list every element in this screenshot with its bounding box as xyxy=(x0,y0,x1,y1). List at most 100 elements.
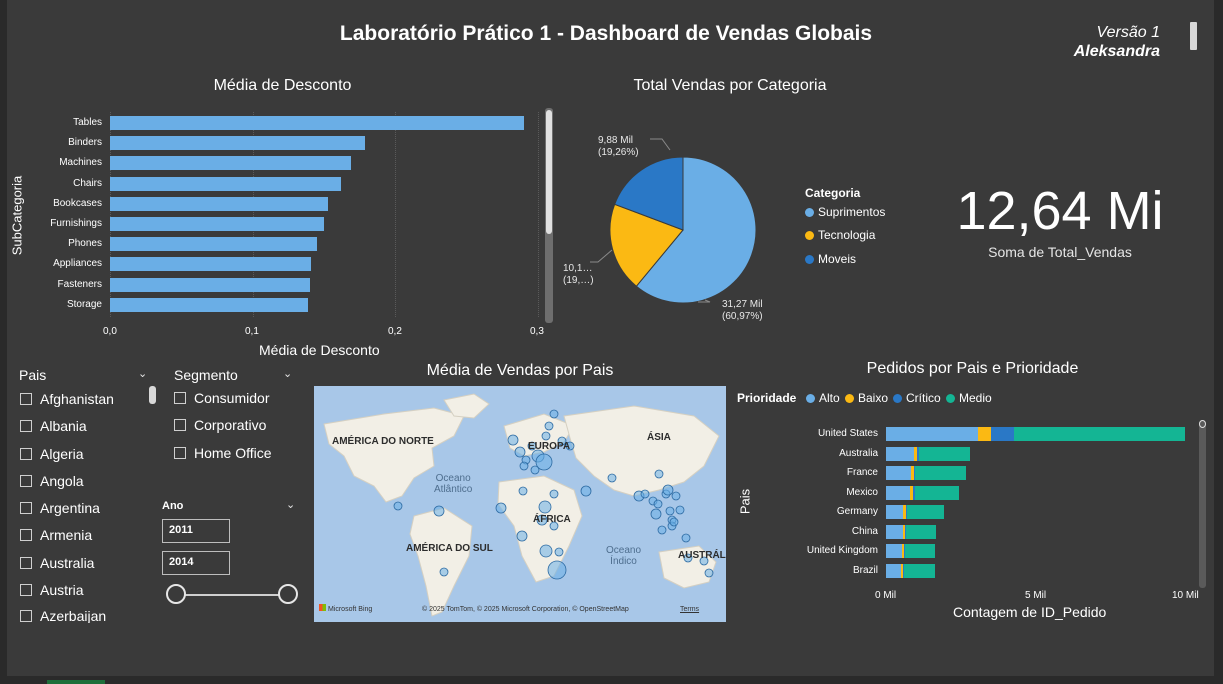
category-pie-chart[interactable] xyxy=(560,130,800,330)
page-scrollbar[interactable] xyxy=(1190,22,1197,50)
legend-item-medio[interactable]: Medio xyxy=(946,391,992,405)
discount-chart-scrollbar[interactable] xyxy=(545,108,553,323)
orders-segment-medio[interactable] xyxy=(904,544,935,558)
orders-segment-alto[interactable] xyxy=(886,505,904,519)
discount-bar[interactable] xyxy=(110,156,352,171)
orders-stacked-bar[interactable] xyxy=(886,485,960,500)
pais-option[interactable]: Afghanistan xyxy=(20,391,114,407)
legend-item-tecnologia[interactable]: Tecnologia xyxy=(805,228,875,242)
segmento-option[interactable]: Corporativo xyxy=(174,417,266,433)
pie-slice-suprimentos[interactable] xyxy=(635,156,757,304)
map-bubble[interactable] xyxy=(580,485,592,497)
map-bubble[interactable] xyxy=(495,502,507,514)
orders-segment-medio[interactable] xyxy=(914,485,960,500)
checkbox[interactable] xyxy=(174,447,186,459)
legend-item-moveis[interactable]: Moveis xyxy=(805,252,856,266)
checkbox[interactable] xyxy=(20,393,32,405)
checkbox[interactable] xyxy=(20,529,32,541)
map-bubble[interactable] xyxy=(527,441,537,451)
ano-slider-start-handle[interactable] xyxy=(166,584,186,604)
orders-segment-medio[interactable] xyxy=(915,466,967,480)
map-bubble[interactable] xyxy=(538,500,552,514)
orders-segment-alto[interactable] xyxy=(886,446,914,461)
pais-chevron-down-icon[interactable]: ⌄ xyxy=(138,368,148,380)
orders-stacked-bar[interactable] xyxy=(886,446,970,461)
orders-stacked-bar[interactable] xyxy=(886,505,945,519)
orders-segment-baixo[interactable] xyxy=(910,485,913,500)
discount-scroll-thumb[interactable] xyxy=(546,110,552,234)
map-bubble[interactable] xyxy=(704,568,714,578)
map-bubble[interactable] xyxy=(557,436,567,446)
discount-bar[interactable] xyxy=(110,196,329,211)
map-bubble[interactable] xyxy=(640,489,650,499)
segmento-option[interactable]: Consumidor xyxy=(174,390,269,406)
orders-segment-alto[interactable] xyxy=(886,485,910,500)
map-bubble[interactable] xyxy=(507,434,519,446)
checkbox[interactable] xyxy=(20,448,32,460)
orders-segment-crítico[interactable] xyxy=(990,427,1015,441)
map-bubble[interactable] xyxy=(669,517,679,527)
map-bubble[interactable] xyxy=(393,501,403,511)
orders-segment-medio[interactable] xyxy=(906,524,937,539)
orders-stacked-bar[interactable] xyxy=(886,524,937,539)
map-bubble[interactable] xyxy=(650,508,662,520)
orders-segment-medio[interactable] xyxy=(918,446,970,461)
discount-bar[interactable] xyxy=(110,116,524,130)
map-bubble[interactable] xyxy=(518,486,528,496)
map-bubble[interactable] xyxy=(607,473,617,483)
checkbox[interactable] xyxy=(174,392,186,404)
map-bubble[interactable] xyxy=(653,499,663,509)
pais-slicer-scrollbar[interactable] xyxy=(149,386,156,404)
orders-stacked-bar[interactable] xyxy=(886,466,967,480)
page-tab-indicator[interactable] xyxy=(47,680,105,684)
pais-option[interactable]: Armenia xyxy=(20,527,92,543)
map-bubble[interactable] xyxy=(554,547,564,557)
legend-item-suprimentos[interactable]: Suprimentos xyxy=(805,205,885,219)
map-bubble[interactable] xyxy=(675,505,685,515)
map-bubble[interactable] xyxy=(549,521,559,531)
checkbox[interactable] xyxy=(20,610,32,622)
orders-segment-crítico[interactable] xyxy=(913,485,915,500)
orders-segment-medio[interactable] xyxy=(906,505,945,519)
pais-option[interactable]: Australia xyxy=(20,555,94,571)
orders-segment-crítico[interactable] xyxy=(902,563,904,578)
pais-option[interactable]: Azerbaijan xyxy=(20,609,106,623)
pais-option[interactable]: Austria xyxy=(20,582,84,598)
map-bubble[interactable] xyxy=(514,446,526,458)
checkbox[interactable] xyxy=(20,557,32,569)
checkbox[interactable] xyxy=(20,475,32,487)
discount-bar[interactable] xyxy=(110,297,309,312)
orders-segment-medio[interactable] xyxy=(903,563,935,578)
legend-item-alto[interactable]: Alto xyxy=(806,391,840,405)
pie-slice-moveis[interactable] xyxy=(614,156,684,231)
orders-segment-crítico[interactable] xyxy=(917,446,919,461)
map-bubble[interactable] xyxy=(516,530,528,542)
orders-scroll-thumb[interactable] xyxy=(1199,420,1206,428)
discount-bar[interactable] xyxy=(110,176,342,191)
map-bubble[interactable] xyxy=(530,465,540,475)
discount-bar[interactable] xyxy=(110,257,312,272)
map-bubble[interactable] xyxy=(541,431,551,441)
pie-slice-tecnologia[interactable] xyxy=(609,203,684,287)
pais-option[interactable]: Algeria xyxy=(20,446,84,462)
map-terms-link[interactable]: Terms xyxy=(680,606,700,613)
map-bubble[interactable] xyxy=(671,491,681,501)
ano-chevron-down-icon[interactable]: ⌄ xyxy=(286,499,296,511)
ano-slider-track[interactable] xyxy=(176,594,288,596)
map-bubble[interactable] xyxy=(536,514,548,526)
map-bubble[interactable] xyxy=(535,453,553,471)
discount-bar[interactable] xyxy=(110,136,366,151)
orders-segment-alto[interactable] xyxy=(886,427,979,441)
pais-option[interactable]: Argentina xyxy=(20,500,100,516)
orders-segment-crítico[interactable] xyxy=(913,466,916,480)
orders-segment-alto[interactable] xyxy=(886,544,902,558)
map-bubble[interactable] xyxy=(439,567,449,577)
map-bubble[interactable] xyxy=(539,544,553,558)
orders-segment-alto[interactable] xyxy=(886,524,903,539)
orders-segment-alto[interactable] xyxy=(886,466,911,480)
map-bubble[interactable] xyxy=(547,560,567,580)
checkbox[interactable] xyxy=(174,419,186,431)
map-bubble[interactable] xyxy=(681,533,691,543)
pais-option[interactable]: Albania xyxy=(20,418,87,434)
map-bubble[interactable] xyxy=(657,525,667,535)
